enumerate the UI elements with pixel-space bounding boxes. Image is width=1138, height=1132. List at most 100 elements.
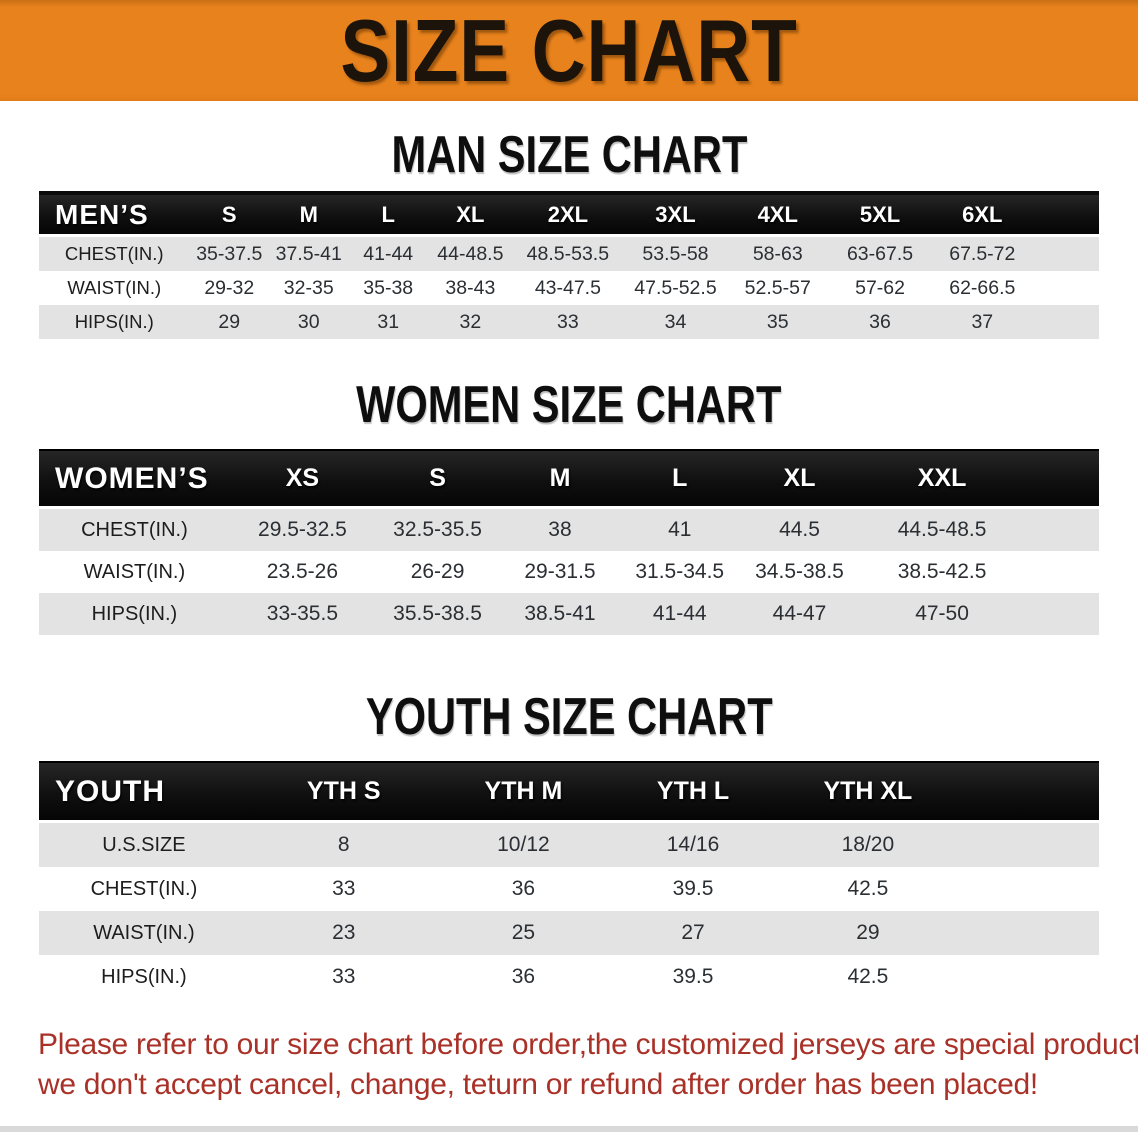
size-value-cell: 34	[623, 305, 728, 339]
spacer-cell	[1024, 593, 1099, 635]
size-column-header: S	[189, 195, 269, 237]
size-value-cell: 39.5	[608, 955, 778, 999]
size-value-cell: 36	[827, 305, 933, 339]
size-value-cell: 33	[248, 955, 439, 999]
women-size-table: WOMEN’S XS S M L XL XXL CHEST(IN.) 29.5-32.5 32.5…	[39, 449, 1099, 635]
size-value-cell: 47.5-52.5	[623, 271, 728, 305]
spacer-cell	[957, 911, 1099, 955]
size-value-cell: 18/20	[777, 823, 958, 867]
men-section-heading: MAN SIZE CHART	[0, 101, 1138, 191]
measurement-row: CHEST(IN.) 33 36 39.5 42.5	[39, 867, 1099, 911]
size-value-cell: 35.5-38.5	[375, 593, 501, 635]
disclaimer-line-1: Please refer to our size chart before or…	[38, 1028, 1138, 1061]
size-value-cell: 29	[777, 911, 958, 955]
size-value-cell: 48.5-53.5	[512, 237, 623, 271]
size-value-cell: 53.5-58	[623, 237, 728, 271]
size-value-cell: 29-32	[189, 271, 269, 305]
size-value-cell: 27	[608, 911, 778, 955]
size-value-cell: 38-43	[427, 271, 513, 305]
measurement-row: HIPS(IN.) 29 30 31 32 33 34 35 36 37	[39, 305, 1099, 339]
table-group-label: WOMEN’S	[39, 451, 230, 509]
bottom-edge-strip	[0, 1126, 1138, 1132]
measurement-row: CHEST(IN.) 35-37.5 37.5-41 41-44 44-48.5 48.5…	[39, 237, 1099, 271]
size-column-header: YTH M	[438, 763, 609, 823]
size-column-header: M	[269, 195, 349, 237]
size-value-cell: 41-44	[619, 593, 740, 635]
size-value-cell: 34.5-38.5	[739, 551, 860, 593]
size-value-cell: 44-47	[739, 593, 860, 635]
row-label: CHEST(IN.)	[39, 867, 249, 911]
size-value-cell: 35-38	[348, 271, 428, 305]
size-column-header: XL	[427, 195, 513, 237]
size-column-header: 4XL	[727, 195, 828, 237]
size-value-cell: 33	[248, 867, 439, 911]
size-column-header: S	[375, 451, 501, 509]
measurement-row: WAIST(IN.) 29-32 32-35 35-38 38-43 43-47.5 47.…	[39, 271, 1099, 305]
size-column-header: 3XL	[623, 195, 728, 237]
table-group-label: YOUTH	[39, 763, 249, 823]
banner-title: SIZE CHART	[340, 1, 798, 100]
size-value-cell: 33	[512, 305, 623, 339]
size-column-header: 2XL	[512, 195, 623, 237]
size-value-cell: 31	[348, 305, 428, 339]
row-label: HIPS(IN.)	[39, 305, 190, 339]
size-column-header: YTH S	[248, 763, 439, 823]
men-section-heading-text: MAN SIZE CHART	[391, 126, 747, 184]
size-value-cell: 41-44	[348, 237, 428, 271]
size-value-cell: 31.5-34.5	[619, 551, 740, 593]
size-column-header: XXL	[859, 451, 1025, 509]
spacer-cell	[957, 867, 1099, 911]
size-header-row: YOUTH YTH S YTH M YTH L YTH XL	[39, 763, 1099, 823]
youth-size-section: YOUTH SIZE CHART YOUTH YTH S YTH M YTH L YTH…	[0, 635, 1138, 999]
size-value-cell: 41	[619, 509, 740, 551]
size-value-cell: 32.5-35.5	[375, 509, 501, 551]
measurement-row: HIPS(IN.) 33 36 39.5 42.5	[39, 955, 1099, 999]
size-value-cell: 23.5-26	[229, 551, 376, 593]
women-size-section: WOMEN SIZE CHART WOMEN’S XS S M L XL XXL CHEST(…	[0, 339, 1138, 635]
spacer-cell	[1024, 451, 1099, 509]
size-column-header: 6XL	[932, 195, 1033, 237]
row-label: U.S.SIZE	[39, 823, 249, 867]
size-column-header: 5XL	[827, 195, 933, 237]
size-value-cell: 37.5-41	[269, 237, 349, 271]
size-value-cell: 52.5-57	[727, 271, 828, 305]
size-value-cell: 57-62	[827, 271, 933, 305]
size-value-cell: 44.5	[739, 509, 860, 551]
size-value-cell: 8	[248, 823, 439, 867]
row-label: HIPS(IN.)	[39, 593, 230, 635]
size-column-header: YTH XL	[777, 763, 958, 823]
size-column-header: M	[500, 451, 620, 509]
size-value-cell: 42.5	[777, 867, 958, 911]
women-section-heading-text: WOMEN SIZE CHART	[356, 376, 782, 434]
spacer-cell	[1032, 305, 1099, 339]
spacer-cell	[1032, 271, 1099, 305]
size-value-cell: 47-50	[859, 593, 1025, 635]
size-column-header: XS	[229, 451, 376, 509]
disclaimer-line-2: we don't accept cancel, change, teturn o…	[38, 1068, 1038, 1101]
size-value-cell: 42.5	[777, 955, 958, 999]
spacer-cell	[1032, 195, 1099, 237]
size-value-cell: 23	[248, 911, 439, 955]
row-label: WAIST(IN.)	[39, 271, 190, 305]
size-column-header: L	[619, 451, 740, 509]
row-label: CHEST(IN.)	[39, 237, 190, 271]
spacer-cell	[957, 955, 1099, 999]
spacer-cell	[1024, 509, 1099, 551]
row-label: HIPS(IN.)	[39, 955, 249, 999]
spacer-cell	[957, 823, 1099, 867]
size-value-cell: 37	[932, 305, 1033, 339]
size-value-cell: 39.5	[608, 867, 778, 911]
measurement-row: HIPS(IN.) 33-35.5 35.5-38.5 38.5-41 41-44 44-…	[39, 593, 1099, 635]
size-value-cell: 63-67.5	[827, 237, 933, 271]
measurement-row: U.S.SIZE 8 10/12 14/16 18/20	[39, 823, 1099, 867]
size-value-cell: 29-31.5	[500, 551, 620, 593]
size-value-cell: 38.5-41	[500, 593, 620, 635]
size-value-cell: 44.5-48.5	[859, 509, 1025, 551]
size-value-cell: 30	[269, 305, 349, 339]
size-value-cell: 44-48.5	[427, 237, 513, 271]
youth-section-heading-text: YOUTH SIZE CHART	[365, 688, 773, 746]
size-value-cell: 58-63	[727, 237, 828, 271]
table-group-label: MEN’S	[39, 195, 190, 237]
size-value-cell: 35-37.5	[189, 237, 269, 271]
row-label: WAIST(IN.)	[39, 911, 249, 955]
